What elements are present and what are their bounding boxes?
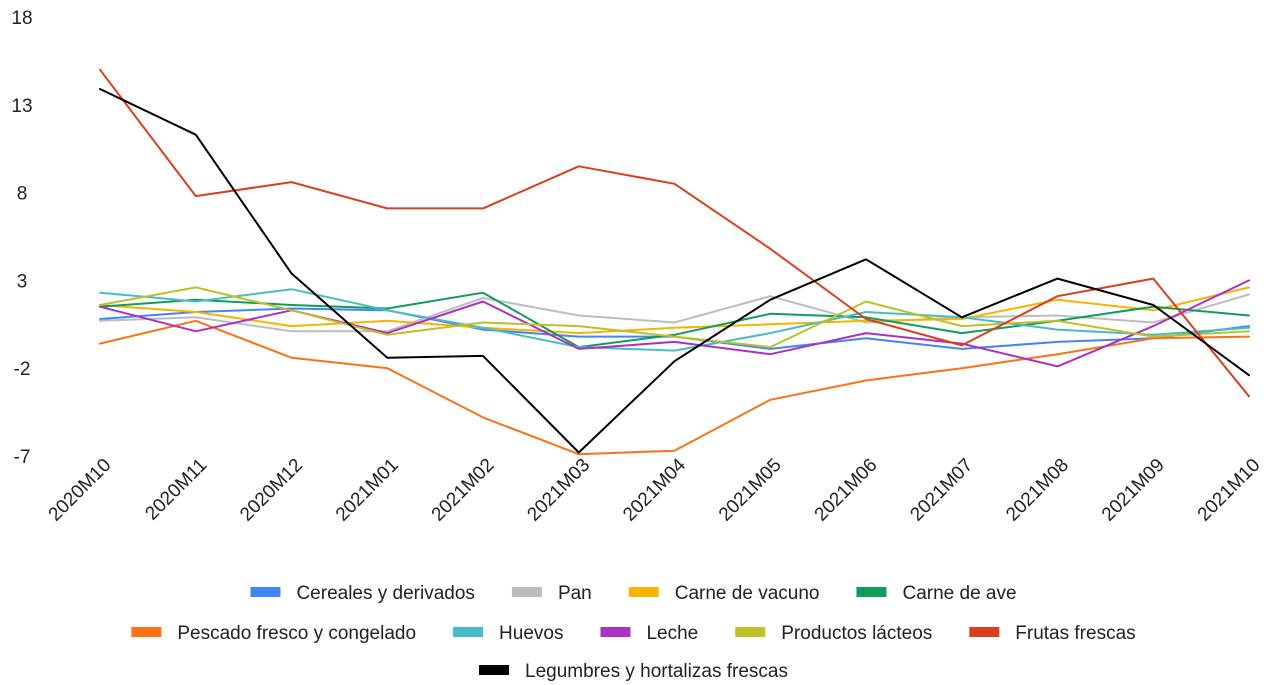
legend-label: Cereales y derivados [296,583,474,604]
legend-item: Pescado fresco y congelado [131,623,416,644]
x-tick-label: 2021M07 [906,455,977,526]
x-tick-label: 2021M01 [332,455,403,526]
legend-swatch [600,627,631,637]
x-tick-label: 2021M08 [1002,455,1073,526]
x-tick-label: 2021M04 [619,454,690,525]
x-tick-label: 2021M05 [715,455,786,526]
series-line [99,288,1250,352]
y-tick-label: 13 [11,96,32,117]
legend-item: Legumbres y hortalizas frescas [479,661,788,682]
y-axis-ticks: 18 13 8 3 -2 -7 [11,8,32,468]
x-tick-label: 2021M10 [1194,455,1265,526]
legend-label: Pan [558,583,592,604]
legend-label: Carne de ave [902,583,1016,604]
legend-label: Carne de vacuno [675,583,820,604]
legend-item: Huevos [453,623,563,644]
legend-label: Huevos [499,623,563,644]
series-line [99,88,1250,454]
legend-item: Pan [511,583,592,604]
y-tick-label: -2 [14,359,31,380]
x-tick-label: 2021M02 [428,455,499,526]
y-tick-label: -7 [14,447,31,468]
legend-swatch [511,587,542,597]
legend-swatch [628,587,659,597]
x-tick-label: 2021M06 [811,455,882,526]
legend-swatch [250,587,281,597]
y-tick-label: 8 [17,184,28,205]
y-tick-label: 3 [17,271,28,292]
y-tick-label: 18 [11,8,32,29]
series-line [99,286,1250,349]
legend: Cereales y derivados Pan Carne de vacuno Ca… [131,583,1136,682]
legend-item: Cereales y derivados [250,583,475,604]
legend-label: Leche [646,623,698,644]
series-line [99,293,1250,333]
x-tick-label: 2020M12 [236,455,307,526]
legend-item: Carne de vacuno [628,583,820,604]
x-tick-label: 2020M10 [45,455,116,526]
legend-swatch [479,665,510,675]
series-lines [99,68,1250,456]
legend-item: Frutas frescas [969,623,1136,644]
legend-item: Carne de ave [856,583,1017,604]
x-tick-label: 2021M03 [523,455,594,526]
legend-item: Leche [600,623,698,644]
legend-swatch [856,587,887,597]
legend-label: Productos lácteos [781,623,932,644]
x-tick-label: 2021M09 [1098,455,1169,526]
legend-label: Frutas frescas [1015,623,1135,644]
legend-label: Legumbres y hortalizas frescas [525,661,788,682]
legend-item: Productos lácteos [735,623,932,644]
legend-swatch [453,627,484,637]
series-line [99,319,1250,456]
series-line [99,286,1250,335]
legend-swatch [969,627,1000,637]
x-axis-ticks: 2020M10 2020M11 2020M12 2021M01 2021M02 2021M… [45,454,1265,525]
legend-swatch [131,627,162,637]
x-tick-label: 2020M11 [141,455,211,525]
legend-label: Pescado fresco y congelado [177,623,416,644]
legend-swatch [735,627,766,637]
series-line [99,68,1250,398]
